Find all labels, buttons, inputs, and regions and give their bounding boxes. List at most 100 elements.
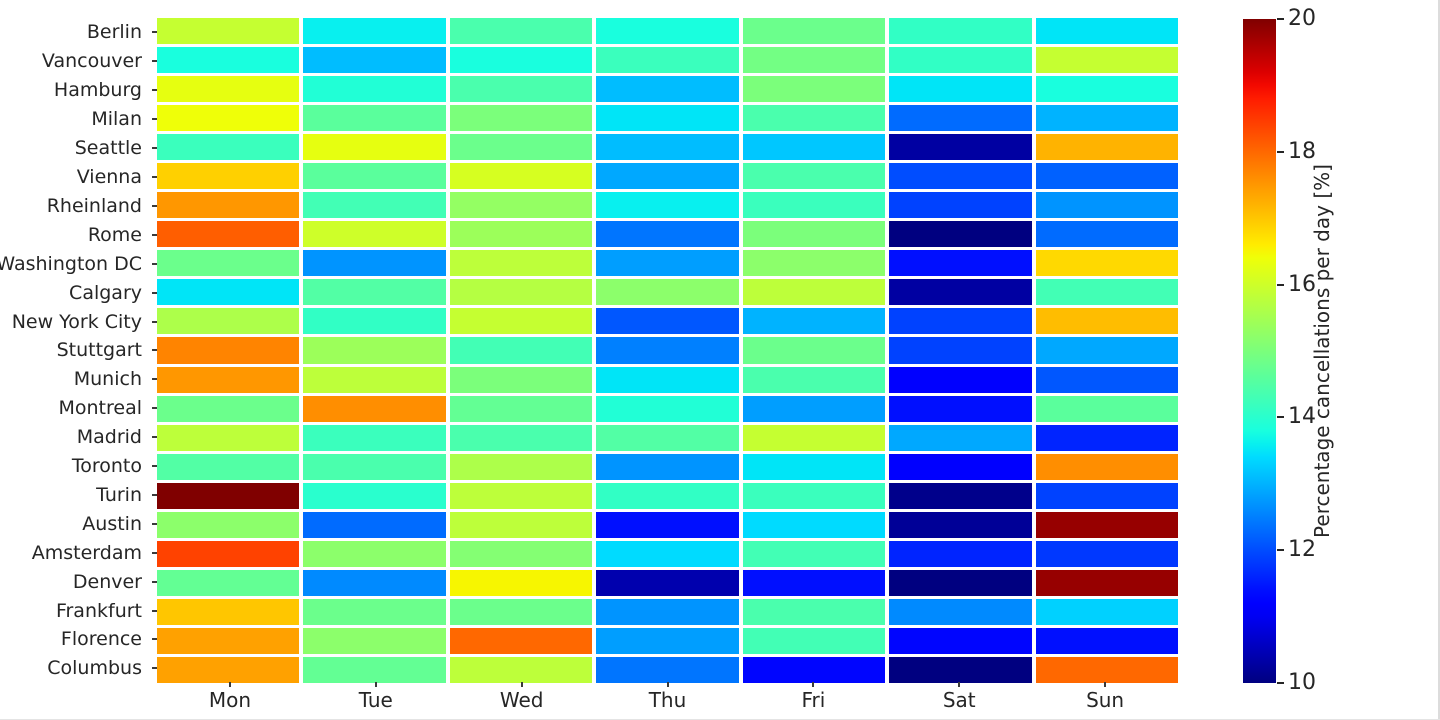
heatmap-cell-madrid-tue — [303, 424, 446, 451]
colorbar-gradient — [1243, 19, 1276, 683]
colorbar-tick-label-20: 20 — [1288, 6, 1316, 31]
city-label-text: Vancouver — [41, 50, 142, 73]
heatmap-cell-milan-mon — [157, 105, 300, 132]
city-label-text: Stuttgart — [56, 339, 142, 362]
heatmap-cell-munich-wed — [449, 366, 593, 393]
heatmap-cell-montreal-sat — [889, 395, 1032, 422]
heatmap-cell-toronto-sat — [889, 453, 1032, 480]
heatmap-cell-milan-sat — [889, 105, 1032, 132]
heatmap-cell-new-york-city-tue — [303, 308, 446, 335]
heatmap-cell-vienna-wed — [449, 163, 593, 190]
heatmap-cell-munich-thu — [596, 366, 739, 393]
y-tick-mark — [152, 638, 157, 641]
heatmap-cell-frankfurt-sat — [889, 598, 1032, 625]
y-tick-mark — [152, 175, 157, 178]
heatmap-cell-milan-fri — [742, 105, 886, 132]
heatmap-cell-washington-dc-sun — [1035, 250, 1178, 277]
heatmap-cell-columbus-mon — [157, 656, 300, 683]
heatmap-cell-new-york-city-sun — [1035, 308, 1178, 335]
y-tick-mark — [152, 320, 157, 323]
heatmap-cell-rheinland-tue — [303, 192, 446, 219]
day-label-text: Thu — [648, 688, 687, 712]
heatmap-cell-turin-sat — [889, 482, 1032, 509]
heatmap-cell-rome-sat — [889, 221, 1032, 248]
x-tick-label-wed: Wed — [449, 682, 595, 712]
heatmap-cell-new-york-city-thu — [596, 308, 739, 335]
y-tick-mark — [152, 60, 157, 63]
heatmap-cell-madrid-mon — [157, 424, 300, 451]
y-tick-label-vancouver: Vancouver — [0, 47, 157, 76]
heatmap-cell-milan-tue — [303, 105, 446, 132]
heatmap-cell-amsterdam-mon — [157, 540, 300, 567]
y-tick-mark — [152, 147, 157, 150]
heatmap-cell-rome-sun — [1035, 221, 1178, 248]
heatmap-cell-munich-fri — [742, 366, 886, 393]
heatmap-cell-hamburg-mon — [157, 76, 300, 103]
day-label-text: Tue — [358, 688, 393, 712]
heatmap-cell-rheinland-wed — [449, 192, 593, 219]
x-tick-mark — [520, 682, 523, 687]
heatmap-cell-berlin-wed — [449, 18, 593, 45]
heatmap-cell-berlin-tue — [303, 18, 446, 45]
heatmap-cell-hamburg-tue — [303, 76, 446, 103]
y-tick-mark — [152, 89, 157, 92]
heatmap-cell-columbus-fri — [742, 656, 886, 683]
colorbar-tick-mark — [1277, 150, 1284, 153]
colorbar-tick-mark — [1277, 682, 1284, 684]
heatmap-cell-new-york-city-mon — [157, 308, 300, 335]
heatmap-cell-munich-mon — [157, 366, 300, 393]
heatmap-cell-calgary-tue — [303, 279, 446, 306]
y-tick-mark — [152, 204, 157, 207]
colorbar-tick-label-14: 14 — [1288, 404, 1316, 430]
heatmap-cell-frankfurt-mon — [157, 598, 300, 625]
heatmap-cell-seattle-sat — [889, 134, 1032, 161]
colorbar-tick-label-12: 12 — [1288, 537, 1316, 563]
heatmap-cell-vienna-thu — [596, 163, 739, 190]
heatmap-cell-austin-mon — [157, 511, 300, 538]
heatmap-cell-vancouver-wed — [449, 47, 593, 74]
y-tick-label-montreal: Montreal — [0, 394, 157, 423]
heatmap-cell-austin-fri — [742, 511, 886, 538]
heatmap-grid — [157, 18, 1178, 683]
heatmap-cell-columbus-tue — [303, 656, 446, 683]
colorbar-tick-mark — [1277, 416, 1284, 419]
x-tick-mark — [958, 682, 961, 687]
x-tick-mark — [666, 682, 669, 687]
heatmap-cell-amsterdam-sun — [1035, 540, 1178, 567]
y-tick-label-madrid: Madrid — [0, 423, 157, 452]
heatmap-cell-vienna-mon — [157, 163, 300, 190]
colorbar-tick-mark — [1277, 549, 1284, 552]
heatmap-cell-toronto-fri — [742, 453, 886, 480]
heatmap-cell-rheinland-fri — [742, 192, 886, 219]
x-tick-label-mon: Mon — [157, 682, 303, 712]
heatmap-cell-berlin-fri — [742, 18, 886, 45]
heatmap-cell-stuttgart-thu — [596, 337, 739, 364]
heatmap-cell-berlin-sat — [889, 18, 1032, 45]
heatmap-cell-new-york-city-sat — [889, 308, 1032, 335]
y-tick-label-vienna: Vienna — [0, 163, 157, 192]
heatmap-cell-madrid-sat — [889, 424, 1032, 451]
heatmap-cell-denver-thu — [596, 569, 739, 596]
heatmap-cell-seattle-fri — [742, 134, 886, 161]
heatmap-cell-madrid-wed — [449, 424, 593, 451]
y-tick-mark — [152, 522, 157, 525]
y-tick-label-munich: Munich — [0, 365, 157, 394]
heatmap-cell-vancouver-thu — [596, 47, 739, 74]
heatmap-cell-madrid-sun — [1035, 424, 1178, 451]
heatmap-cell-seattle-tue — [303, 134, 446, 161]
city-label-text: Columbus — [47, 657, 142, 680]
heatmap-cell-new-york-city-wed — [449, 308, 593, 335]
heatmap-cell-florence-thu — [596, 627, 739, 654]
city-label-text: Florence — [60, 628, 142, 651]
day-label-text: Wed — [499, 688, 544, 712]
heatmap-cell-frankfurt-tue — [303, 598, 446, 625]
x-tick-label-sun: Sun — [1032, 682, 1178, 712]
y-tick-mark — [152, 349, 157, 352]
heatmap-cell-hamburg-wed — [449, 76, 593, 103]
heatmap-cell-frankfurt-wed — [449, 598, 593, 625]
x-tick-label-thu: Thu — [595, 682, 741, 712]
y-tick-label-austin: Austin — [0, 509, 157, 538]
y-tick-label-rome: Rome — [0, 220, 157, 249]
heatmap-cell-stuttgart-sun — [1035, 337, 1178, 364]
